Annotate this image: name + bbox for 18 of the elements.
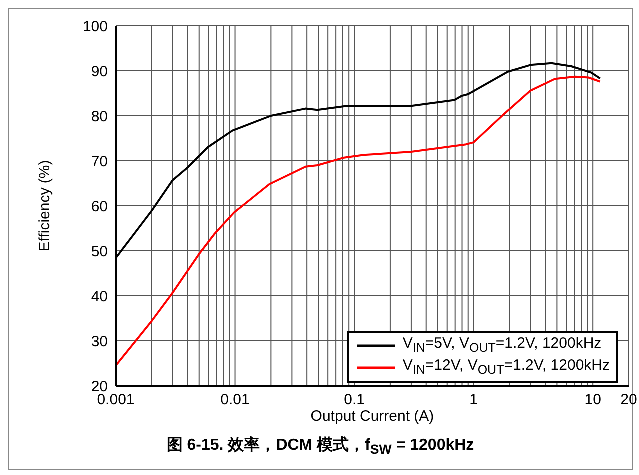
y-tick-label: 60 — [91, 198, 108, 216]
x-tick-label: 0.01 — [220, 392, 250, 409]
y-tick-label: 90 — [91, 63, 108, 80]
y-tick-label: 70 — [91, 153, 108, 170]
y-tick-label: 30 — [91, 333, 108, 350]
y-axis-title: Efficiency (%) — [36, 160, 54, 252]
x-tick-label: 10 — [584, 392, 602, 409]
legend-label: V$_{IN}$=12V, V$_{OUT}$=1.2V, 1200kHz — [402, 357, 610, 379]
y-tick-label: 40 — [91, 288, 108, 306]
x-tick-label: 0.1 — [344, 392, 365, 409]
y-tick-label: 100 — [82, 18, 108, 36]
text: 图 6-15. 效率，DCM 模式，f$_{SW}$ = 1200kHz — [166, 435, 476, 460]
y-tick-label: 80 — [91, 108, 108, 126]
x-tick-label: 1 — [470, 392, 478, 409]
legend-label: V$_{IN}$=5V, V$_{OUT}$=1.2V, 1200kHz — [402, 335, 602, 357]
y-tick-label: 50 — [91, 243, 108, 260]
x-tick-label: 20 — [620, 392, 638, 409]
x-axis-title: Output Current (A) — [310, 408, 434, 425]
